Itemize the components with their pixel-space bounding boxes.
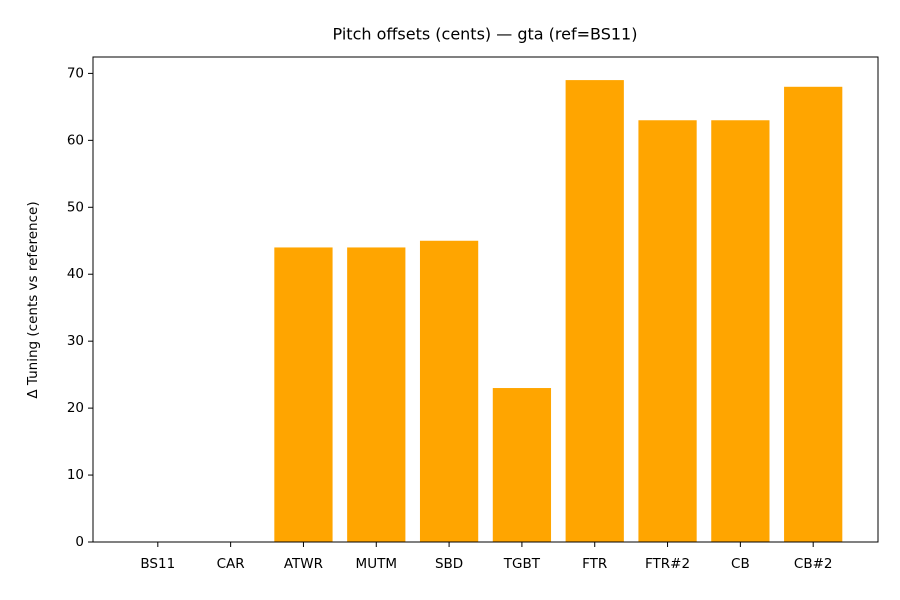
bar: [565, 80, 624, 542]
x-tick-label: CB: [731, 556, 750, 572]
x-tick-label: FTR#2: [645, 556, 690, 572]
bar: [347, 247, 406, 543]
x-tick-label: CAR: [217, 556, 245, 572]
y-tick-label: 60: [67, 132, 84, 148]
y-tick-label: 40: [67, 266, 84, 282]
plot-frame: [92, 56, 879, 543]
bar: [492, 388, 552, 542]
bar: [784, 86, 843, 542]
y-tick-label: 10: [67, 467, 84, 483]
bar: [638, 120, 697, 543]
bar: [711, 120, 770, 543]
y-tick-label: 70: [67, 65, 84, 81]
y-tick-label: 30: [67, 333, 84, 349]
x-tick-label: MUTM: [356, 556, 397, 572]
x-tick-label: TGBT: [503, 556, 541, 572]
bar: [274, 247, 333, 543]
x-tick-label: BS11: [140, 556, 175, 572]
x-tick-label: FTR: [582, 556, 607, 572]
y-tick-label: 50: [67, 199, 84, 215]
x-tick-label: ATWR: [284, 556, 323, 572]
x-tick-label: SBD: [435, 556, 463, 572]
y-tick-label: 0: [75, 534, 84, 550]
bar: [419, 240, 479, 543]
y-tick-label: 20: [67, 400, 84, 416]
x-tick-label: CB#2: [794, 556, 833, 572]
y-axis-label: Δ Tuning (cents vs reference): [25, 201, 41, 398]
chart-title: Pitch offsets (cents) — gta (ref=BS11): [333, 25, 638, 44]
